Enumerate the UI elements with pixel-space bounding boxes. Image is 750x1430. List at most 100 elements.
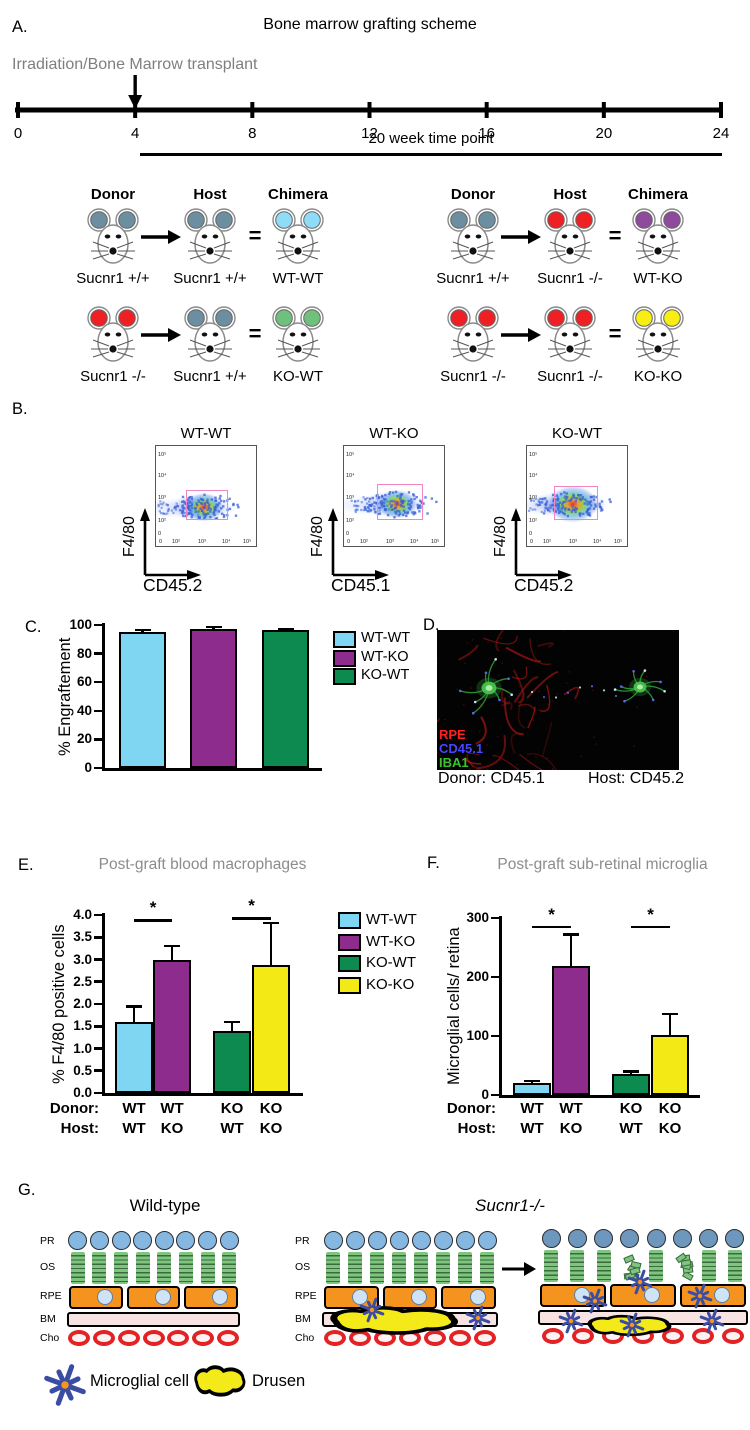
panel-b-label: B. [12, 400, 28, 418]
legend-label-KO-WT: KO-WT [361, 667, 410, 683]
error-cap [524, 1079, 540, 1083]
flow-plot-title: KO-WT [552, 425, 602, 442]
timeline-range-underline [140, 153, 722, 156]
mouse-ear [547, 309, 565, 327]
scheme-header-chimera: Chimera [627, 186, 689, 203]
rpe-nucleus [212, 1289, 229, 1305]
flow-ylabel: F4/80 [121, 516, 138, 558]
rpe-nucleus [714, 1287, 731, 1303]
chart-ytick-label-engraftment: 0 [84, 760, 92, 775]
choroid-vessel [722, 1328, 744, 1344]
bruchs-membrane [67, 1312, 240, 1327]
panel-d-caption-donor: Donor: CD45.1 [438, 770, 545, 787]
os-stack [701, 1250, 716, 1282]
flow-xtick-label: 10² [172, 539, 180, 545]
flow-gate [377, 484, 423, 520]
choroid-vessel [117, 1330, 140, 1346]
os-stack [414, 1252, 428, 1284]
micrograph-marker-RPE: RPE [439, 727, 466, 742]
genotype-label: Sucnr1 +/+ [173, 368, 247, 385]
flow-ytick-label: 10⁵ [158, 452, 167, 458]
flow-ytick-label: 10⁴ [529, 473, 538, 479]
error-cap [263, 921, 279, 925]
pr-cell [477, 1231, 497, 1250]
timeline-tick-label: 24 [713, 125, 730, 142]
mouse-icon [184, 208, 236, 264]
xrow-donor-value: WT [122, 1100, 146, 1117]
chart-f-title: Post-graft sub-retinal microglia [497, 856, 708, 873]
pr-cell [323, 1231, 343, 1250]
bar-KO-WT [213, 1030, 251, 1093]
chart-ytick-label-engraftment: 100 [69, 617, 92, 632]
legend-label-WT-WT: WT-WT [361, 630, 411, 646]
flow-ytick-label: 10³ [529, 495, 537, 501]
os-stack [70, 1252, 85, 1284]
panel-g-legend-drusen-label: Drusen [252, 1372, 306, 1390]
xrow-host-value: KO [259, 1119, 283, 1137]
flow-gate [554, 486, 598, 520]
chart-ytick-label-blood-macrophages: 2.5 [73, 973, 92, 989]
choroid-vessel [191, 1330, 214, 1346]
pr-cell [725, 1229, 745, 1248]
error-whisker [230, 1021, 234, 1031]
pr-cell [111, 1231, 131, 1250]
mouse-icon [632, 306, 684, 362]
chart-ytick-engraftment [94, 738, 102, 741]
os-stack [649, 1250, 664, 1282]
pr-cell [594, 1229, 614, 1248]
pr-cell [567, 1229, 587, 1248]
flow-ytick-label: 10⁴ [158, 473, 167, 479]
pr-cell [345, 1231, 365, 1250]
chart-ytick-label-engraftment: 80 [76, 645, 92, 661]
bar-KO-KO [252, 965, 290, 1093]
chart-yaxis-subretinal-microglia [499, 916, 502, 1098]
retina-layer-label-PR: PR [40, 1235, 55, 1247]
legend-swatch-WT-KO [338, 933, 361, 951]
legend-swatch-WT-WT [333, 631, 356, 648]
xrow-donor-value: KO [619, 1100, 643, 1117]
mouse-icon [272, 306, 324, 362]
legend-swatch-KO-WT [333, 668, 356, 685]
flow-ytick-label: 0 [158, 531, 162, 537]
choroid-vessel [424, 1330, 447, 1346]
retina-layer-label-Cho: Cho [295, 1332, 315, 1344]
rpe-nucleus [96, 1289, 113, 1305]
rpe-cell [184, 1286, 238, 1309]
xrow-host-value: WT [520, 1119, 544, 1137]
pr-cell [68, 1231, 88, 1250]
error-cap [224, 1020, 240, 1024]
flow-plot-title: WT-WT [180, 425, 232, 442]
genotype-label: Sucnr1 -/- [537, 270, 603, 287]
os-stack [480, 1252, 494, 1284]
flow-xtick-label: 10⁵ [614, 539, 623, 545]
chart-ytick-subretinal-microglia [491, 1034, 499, 1038]
bar-WT-WT [119, 632, 166, 768]
retina-layer-label-Cho: Cho [40, 1332, 60, 1344]
timeline-tick-label: 0 [14, 125, 22, 142]
significance-star: * [548, 904, 555, 924]
error-cap [662, 1012, 678, 1016]
chart-ytick-subretinal-microglia [491, 975, 499, 979]
chart-baseline-engraftment [102, 768, 322, 772]
error-cap [164, 944, 180, 948]
significance-star: * [248, 896, 255, 916]
mouse-ear [90, 309, 108, 327]
chart-ytick-label-subretinal-microglia: 300 [466, 910, 489, 925]
pr-cell [89, 1231, 109, 1250]
flow-ytick-label: 0 [529, 531, 533, 537]
mouse-icon [87, 208, 139, 264]
flow-gate [186, 490, 228, 520]
legend-swatch-KO-KO [338, 976, 361, 994]
panel-g-label: G. [18, 1181, 36, 1199]
mouse-ear [635, 211, 653, 229]
rpe-nucleus [469, 1289, 486, 1305]
choroid-vessel [662, 1328, 684, 1344]
flow-xlabel: CD45.1 [331, 575, 391, 595]
flow-xtick-label: 0 [347, 539, 351, 545]
micrograph-marker-CD45.1: CD45.1 [439, 741, 484, 756]
flow-xtick-label: 10⁴ [222, 539, 231, 545]
flow-ytick-label: 10⁴ [346, 473, 355, 479]
flow-scatter-dots [156, 446, 157, 447]
bar-WT-KO [552, 966, 590, 1095]
